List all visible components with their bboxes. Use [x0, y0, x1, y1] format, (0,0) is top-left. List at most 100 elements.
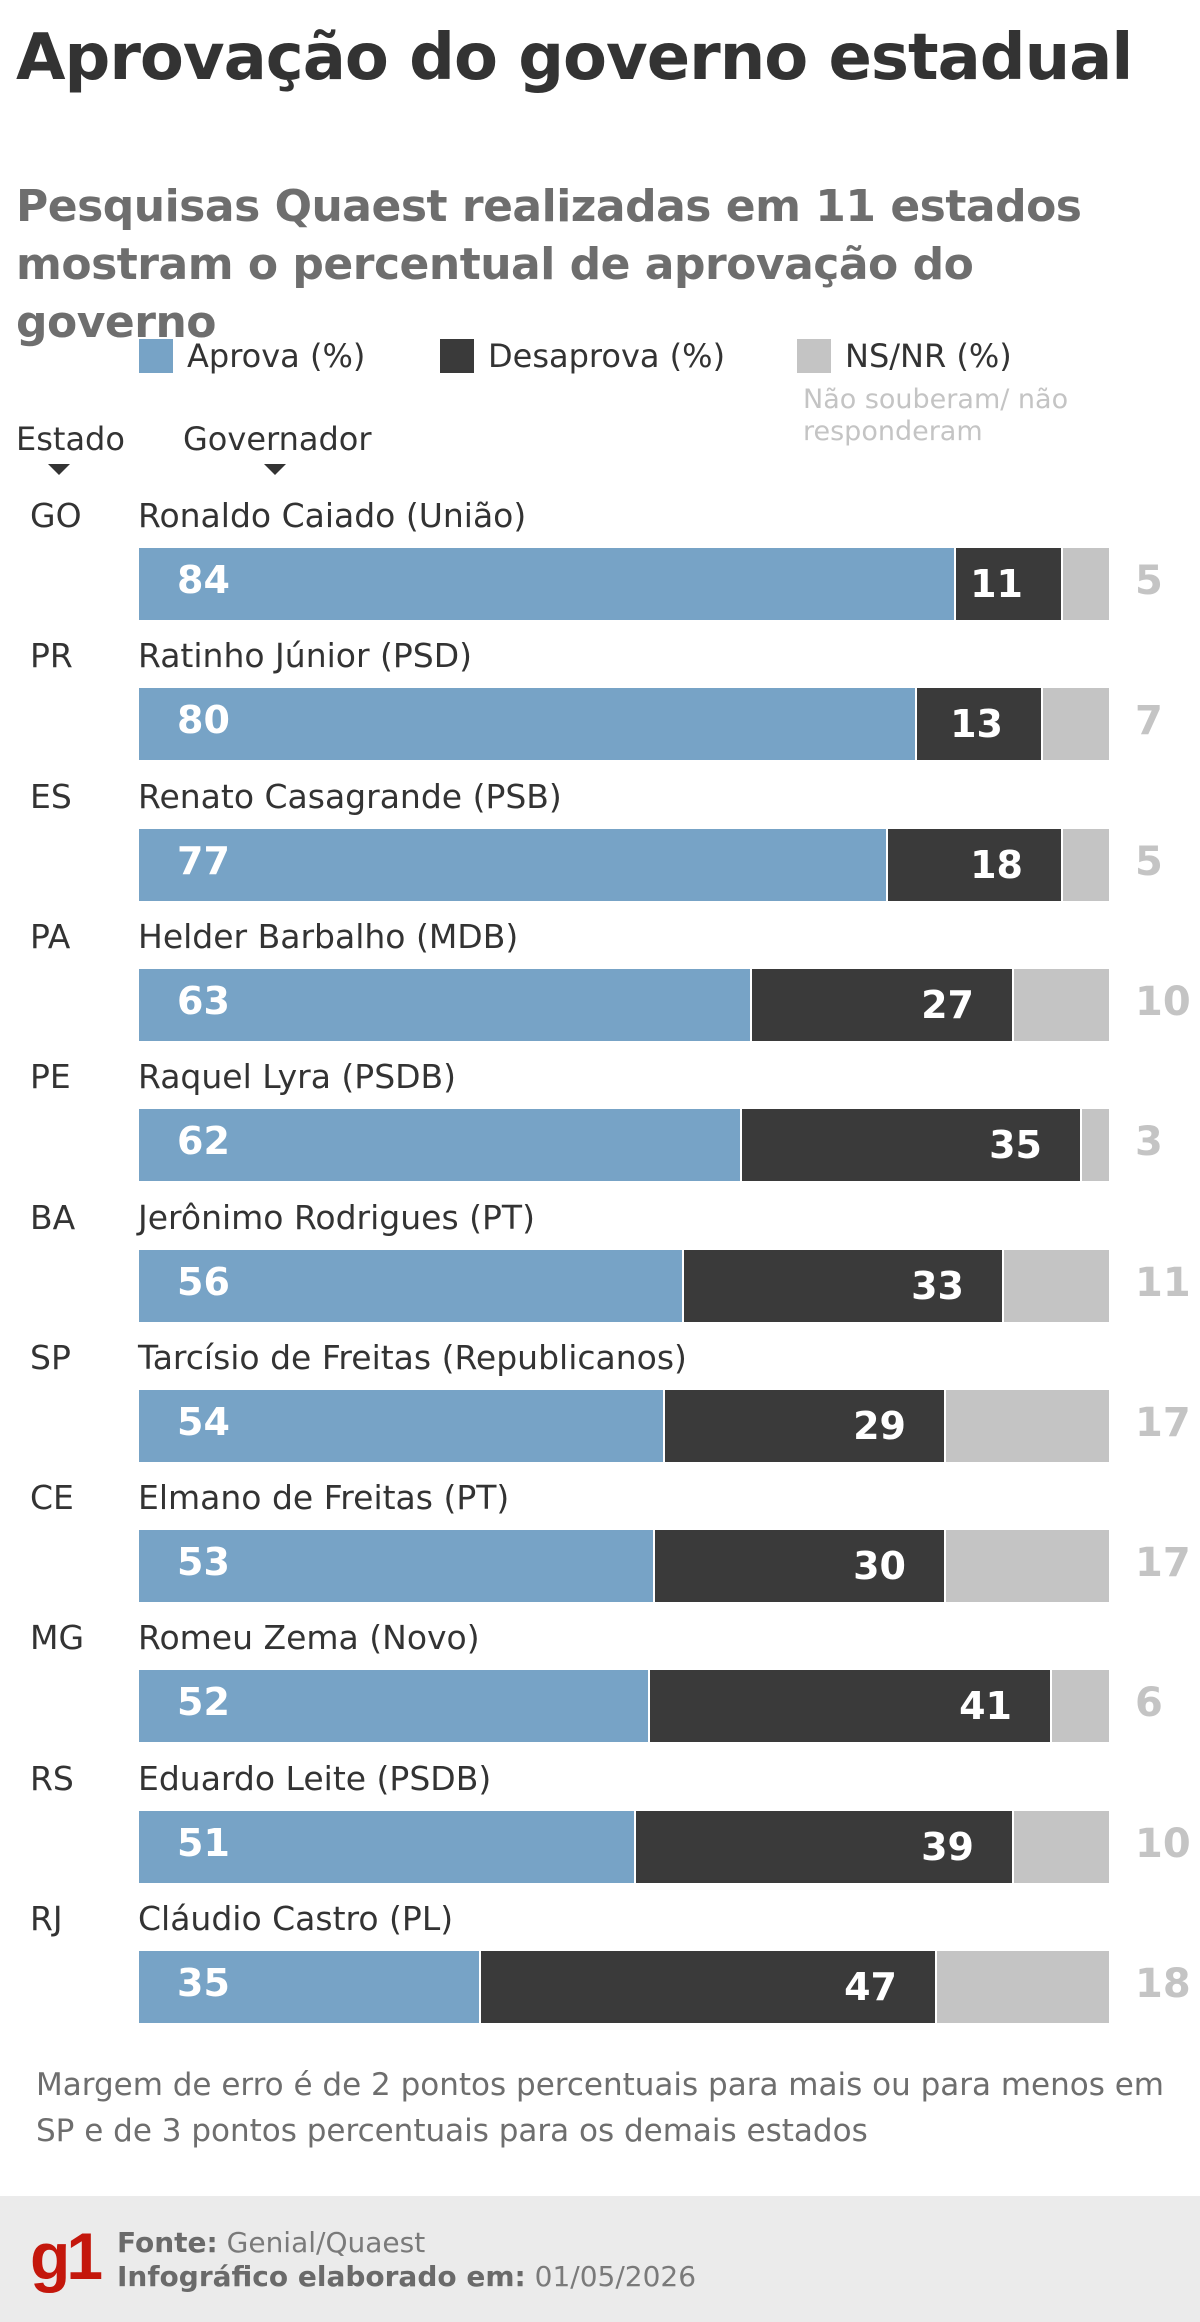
chart-row: MG Romeu Zema (Novo) 52 41 6	[0, 1618, 1200, 1758]
governor-label: Elmano de Freitas (PT)	[138, 1478, 510, 1518]
state-label: RS	[30, 1758, 74, 1798]
stacked-bar: 54 29	[139, 1389, 1109, 1462]
bar-segment-approve: 53	[139, 1530, 653, 1603]
data-label-approve: 84	[177, 558, 230, 602]
data-label-nsnr: 18	[1135, 1961, 1191, 2007]
data-label-nsnr: 17	[1135, 1399, 1191, 1446]
data-label-nsnr: 7	[1135, 698, 1163, 745]
legend-nsnr-label: NS/NR (%)	[845, 337, 1012, 375]
bar-segment-disapprove: 30	[653, 1530, 944, 1603]
governor-label: Cláudio Castro (PL)	[138, 1899, 454, 1938]
bar-segment-disapprove: 35	[740, 1109, 1080, 1182]
bar-segment-nsnr	[1061, 548, 1109, 620]
chart-row: PE Raquel Lyra (PSDB) 62 35 3	[0, 1057, 1200, 1197]
chart-subtitle: Pesquisas Quaest realizadas em 11 estado…	[16, 181, 1082, 348]
bar-segment-disapprove: 41	[648, 1670, 1050, 1743]
bar-segment-approve: 63	[139, 968, 750, 1041]
footer-date-label: Infográfico elaborado em:	[117, 2260, 526, 2293]
data-label-approve: 54	[177, 1399, 230, 1444]
data-label-approve: 63	[177, 978, 230, 1023]
bar-segment-approve: 62	[139, 1109, 740, 1182]
bar-segment-nsnr	[1041, 688, 1109, 761]
stacked-bar: 56 33	[139, 1249, 1109, 1322]
bar-segment-nsnr	[1002, 1249, 1109, 1322]
legend-approve: Aprova (%)	[139, 336, 365, 376]
governor-label: Eduardo Leite (PSDB)	[138, 1758, 492, 1798]
state-label: PR	[30, 636, 73, 676]
state-label: CE	[30, 1478, 74, 1518]
stacked-bar: 62 35	[139, 1109, 1109, 1182]
state-label: SP	[30, 1337, 71, 1377]
bar-segment-disapprove: 29	[663, 1389, 944, 1462]
data-label-nsnr: 6	[1135, 1680, 1163, 1727]
data-label-approve: 51	[177, 1820, 230, 1865]
stacked-bar: 77 18	[139, 828, 1109, 901]
stacked-bar: 84 11	[139, 548, 1109, 620]
bar-segment-disapprove: 11	[954, 548, 1061, 620]
data-label-nsnr: 5	[1135, 558, 1163, 604]
chart-row: CE Elmano de Freitas (PT) 53 30 17	[0, 1478, 1200, 1618]
data-label-nsnr: 17	[1135, 1540, 1191, 1587]
g1-logo: g1	[30, 2219, 103, 2293]
legend-approve-label: Aprova (%)	[187, 337, 366, 375]
bar-segment-approve: 54	[139, 1389, 663, 1462]
data-label-disapprove: 27	[921, 982, 974, 1027]
chart-row: SP Tarcísio de Freitas (Republicanos) 54 29…	[0, 1338, 1200, 1478]
data-label-approve: 77	[177, 838, 230, 883]
footer-source-value: Genial/Quaest	[226, 2226, 426, 2259]
chart-row: RS Eduardo Leite (PSDB) 51 39 10	[0, 1759, 1200, 1899]
data-label-nsnr: 10	[1135, 1820, 1191, 1867]
governor-label: Jerônimo Rodrigues (PT)	[138, 1197, 535, 1237]
data-label-disapprove: 35	[989, 1123, 1042, 1168]
data-label-nsnr: 11	[1135, 1259, 1191, 1306]
governor-label: Renato Casagrande (PSB)	[138, 776, 562, 816]
legend-disapprove: Desaprova (%)	[440, 336, 725, 376]
bar-segment-disapprove: 47	[479, 1951, 935, 2023]
chart-row: PR Ratinho Júnior (PSD) 80 13 7	[0, 636, 1200, 776]
legend-disapprove-swatch	[440, 339, 474, 373]
data-label-disapprove: 39	[921, 1824, 974, 1869]
state-label: RJ	[30, 1899, 63, 1938]
legend-disapprove-label: Desaprova (%)	[488, 337, 726, 375]
data-label-nsnr: 10	[1135, 978, 1191, 1025]
bar-segment-approve: 56	[139, 1249, 682, 1322]
bar-segment-nsnr	[1012, 1810, 1109, 1883]
stacked-bar: 53 30	[139, 1530, 1109, 1603]
stacked-bar: 51 39	[139, 1810, 1109, 1883]
footer-date-value: 01/05/2026	[534, 2260, 697, 2293]
governor-label: Ronaldo Caiado (União)	[138, 496, 527, 535]
bar-segment-disapprove: 13	[915, 688, 1041, 761]
stacked-bar: 63 27	[139, 968, 1109, 1041]
bar-segment-approve: 80	[139, 688, 915, 761]
bar-segment-nsnr	[944, 1530, 1109, 1603]
legend-nsnr-note: Não souberam/ não responderam	[803, 384, 1069, 447]
data-label-disapprove: 33	[911, 1263, 964, 1308]
bar-segment-disapprove: 39	[634, 1810, 1012, 1883]
state-label: BA	[30, 1197, 76, 1237]
bar-segment-nsnr	[1061, 828, 1109, 901]
state-label: ES	[30, 776, 72, 816]
column-governor-arrow-icon	[264, 464, 286, 475]
footer: g1 Fonte: Genial/Quaest Infográfico elab…	[0, 2196, 1200, 2322]
bar-segment-approve: 51	[139, 1810, 634, 1883]
bar-segment-approve: 77	[139, 828, 886, 901]
data-label-approve: 62	[177, 1119, 230, 1164]
data-label-disapprove: 29	[853, 1403, 906, 1448]
footer-source: Fonte: Genial/Quaest	[117, 2226, 425, 2259]
governor-label: Tarcísio de Freitas (Republicanos)	[138, 1337, 687, 1377]
column-header-governor: Governador	[183, 420, 372, 458]
state-label: MG	[30, 1618, 85, 1658]
chart-row: BA Jerônimo Rodrigues (PT) 56 33 11	[0, 1198, 1200, 1338]
data-label-disapprove: 11	[970, 562, 1023, 606]
governor-label: Raquel Lyra (PSDB)	[138, 1057, 457, 1097]
data-label-disapprove: 41	[959, 1684, 1012, 1729]
stacked-bar: 80 13	[139, 688, 1109, 761]
bar-segment-disapprove: 18	[886, 828, 1061, 901]
bar-segment-approve: 52	[139, 1670, 648, 1743]
chart-title: Aprovação do governo estadual	[16, 21, 1133, 95]
governor-label: Ratinho Júnior (PSD)	[138, 636, 473, 676]
legend-nsnr: NS/NR (%)	[797, 336, 1012, 376]
chart-row: RJ Cláudio Castro (PL) 35 47 18	[0, 1899, 1200, 2039]
state-label: GO	[30, 496, 82, 535]
data-label-disapprove: 47	[844, 1965, 897, 2009]
